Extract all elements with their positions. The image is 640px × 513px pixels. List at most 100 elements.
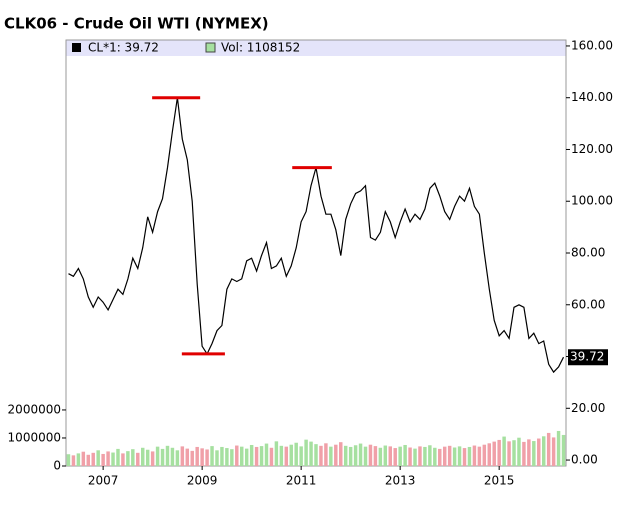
x-tick-label: 2013	[385, 474, 416, 488]
volume-bar	[561, 434, 566, 466]
volume-bar	[165, 445, 170, 466]
volume-bar	[428, 445, 432, 466]
y-tick-label: 80.00	[571, 246, 605, 260]
volume-bar	[447, 445, 452, 466]
volume-bar	[393, 448, 397, 466]
y-tick-label: 100.00	[571, 194, 613, 208]
volume-bar	[96, 450, 100, 466]
y-tick-label: 0.00	[571, 453, 598, 467]
volume-bar	[537, 438, 541, 466]
volume-bar	[230, 449, 234, 466]
volume-bar	[205, 449, 209, 466]
chart-title: CLK06 - Crude Oil WTI (NYMEX)	[4, 15, 269, 33]
volume-bar	[244, 448, 249, 466]
legend-band	[66, 40, 566, 56]
volume-bar	[294, 442, 298, 466]
volume-bar	[309, 441, 313, 466]
y2-tick-label: 1000000	[8, 430, 61, 444]
volume-bar	[76, 453, 81, 466]
volume-bar	[91, 452, 95, 466]
volume-bar	[517, 437, 521, 466]
volume-bar	[116, 448, 120, 466]
y-tick-label: 160.00	[571, 38, 613, 52]
volume-bar	[413, 448, 417, 466]
legend-swatch	[205, 42, 216, 53]
volume-bar	[150, 451, 155, 466]
volume-bar	[527, 439, 531, 466]
volume-bar	[467, 446, 472, 466]
volume-bar	[121, 453, 125, 466]
volume-bar	[383, 445, 388, 466]
volume-bar	[180, 446, 185, 466]
legend-entry: Vol: 1108152	[221, 41, 300, 55]
volume-bar	[472, 445, 477, 466]
volume-bar	[71, 455, 76, 466]
y-tick-label: 120.00	[571, 142, 613, 156]
volume-bar	[522, 441, 526, 466]
volume-bar	[358, 443, 363, 466]
volume-bar	[81, 451, 86, 466]
volume-bar	[442, 446, 447, 466]
volume-bar	[541, 436, 546, 466]
volume-bar	[160, 448, 165, 466]
volume-bar	[66, 454, 71, 466]
volume-bar	[438, 448, 442, 466]
y-tick-label: 140.00	[571, 90, 613, 104]
volume-bar	[378, 447, 383, 466]
volume-bar	[274, 441, 279, 466]
volume-bar	[492, 441, 496, 466]
y2-tick-label: 0	[53, 459, 61, 473]
volume-bar	[299, 446, 303, 466]
volume-bar	[220, 446, 224, 466]
volume-bar	[329, 446, 333, 466]
volume-bar	[462, 448, 467, 466]
volume-bar	[289, 444, 293, 466]
volume-bar	[155, 446, 160, 466]
volume-bar	[101, 453, 105, 466]
volume-bar	[304, 439, 308, 466]
volume-bar	[200, 448, 204, 466]
volume-bar	[259, 446, 264, 466]
volume-bar	[477, 446, 482, 466]
volume-bar	[314, 444, 318, 466]
x-tick-label: 2015	[484, 474, 515, 488]
volume-bar	[170, 447, 175, 466]
y-tick-label: 60.00	[571, 297, 605, 311]
volume-bar	[551, 437, 556, 466]
volume-bar	[368, 444, 373, 466]
volume-bar	[136, 452, 140, 466]
legend-entry: CL*1: 39.72	[88, 41, 159, 55]
volume-bar	[482, 444, 487, 466]
volume-bar	[388, 446, 392, 466]
volume-bar	[353, 445, 358, 466]
volume-bar	[269, 447, 274, 466]
x-tick-label: 2009	[187, 474, 218, 488]
volume-bar	[284, 446, 289, 466]
x-tick-label: 2007	[88, 474, 119, 488]
volume-bar	[487, 443, 491, 466]
volume-bar	[363, 446, 368, 466]
volume-bar	[423, 446, 427, 466]
volume-bar	[507, 441, 511, 466]
volume-bar	[512, 440, 516, 466]
volume-bar	[452, 447, 457, 466]
volume-bar	[502, 436, 506, 466]
volume-bar	[126, 451, 130, 466]
volume-bar	[497, 439, 501, 466]
volume-bar	[532, 441, 536, 466]
volume-bar	[175, 450, 180, 466]
last-value-box	[568, 349, 608, 366]
volume-bar	[433, 447, 437, 466]
y2-tick-label: 2000000	[8, 402, 61, 416]
volume-bar	[279, 445, 284, 466]
volume-bar	[86, 454, 91, 466]
volume-bar	[556, 430, 561, 466]
volume-bar	[225, 448, 229, 466]
x-tick-label: 2011	[286, 474, 317, 488]
volume-bar	[339, 442, 343, 466]
volume-bar	[319, 445, 323, 466]
volume-bar	[348, 446, 353, 466]
volume-bar	[254, 446, 259, 466]
volume-bar	[457, 446, 462, 466]
volume-bar	[195, 446, 199, 466]
